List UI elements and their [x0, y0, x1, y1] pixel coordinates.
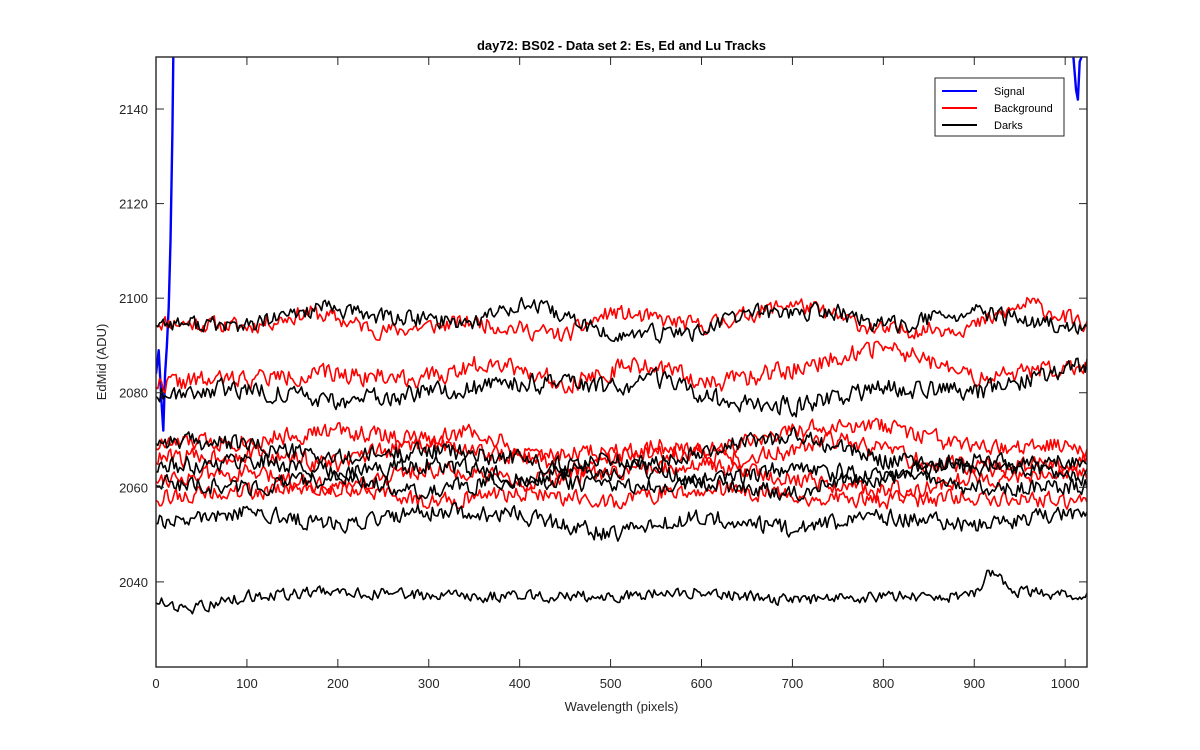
series-line-signal-1: [156, 57, 175, 432]
legend-label-darks: Darks: [994, 120, 1023, 132]
series-line-darks-6: [156, 502, 1087, 542]
series-line-background-5: [156, 457, 1087, 500]
x-axis-label: Wavelength (pixels): [565, 699, 679, 714]
y-tick-label: 2100: [119, 291, 148, 306]
y-tick-label: 2060: [119, 480, 148, 495]
x-tick-label: 300: [418, 676, 440, 691]
legend-label-signal: Signal: [994, 86, 1025, 98]
x-tick-label: 100: [236, 676, 258, 691]
series-line-signal-2: [1072, 57, 1083, 101]
x-tick-label: 900: [963, 676, 985, 691]
series-line-darks-2: [156, 357, 1087, 418]
series-line-background-6: [156, 479, 1087, 510]
y-tick-label: 2140: [119, 102, 148, 117]
series-line-darks-1: [156, 296, 1087, 344]
y-axis-label: EdMid (ADU): [94, 324, 109, 401]
series-layer: [156, 57, 1087, 615]
ticks-layer: 0 100 200 300 400 500 600 700 800 900 1000 2040 2060…: [119, 57, 1087, 691]
x-tick-label: 700: [782, 676, 804, 691]
x-tick-label: 600: [691, 676, 713, 691]
x-tick-label: 400: [509, 676, 531, 691]
x-tick-label: 0: [152, 676, 159, 691]
legend: Signal Background Darks: [934, 77, 1065, 137]
y-tick-label: 2040: [119, 575, 148, 590]
y-tick-label: 2080: [119, 386, 148, 401]
x-tick-label: 800: [872, 676, 894, 691]
x-tick-label: 1000: [1051, 676, 1080, 691]
series-line-darks-4: [156, 452, 1087, 489]
y-tick-label: 2120: [119, 197, 148, 212]
series-line-background-2: [156, 340, 1087, 394]
legend-label-background: Background: [994, 103, 1053, 115]
series-line-darks-5: [156, 467, 1087, 502]
series-line-darks-7: [156, 569, 1087, 615]
series-line-background-1: [156, 296, 1087, 342]
axes-box: [155, 56, 1088, 668]
x-tick-label: 200: [327, 676, 349, 691]
x-tick-label: 500: [600, 676, 622, 691]
chart-title: day72: BS02 - Data set 2: Es, Ed and Lu …: [477, 38, 766, 53]
